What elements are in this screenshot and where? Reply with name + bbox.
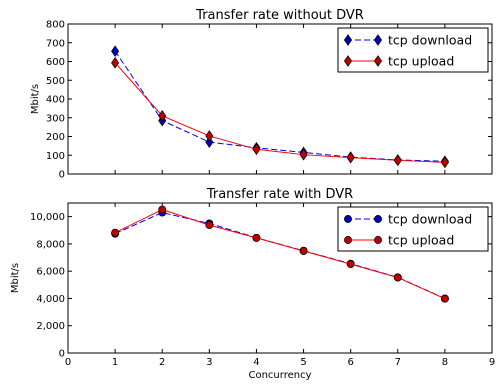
y-tick-label: 600 [46,57,65,68]
x-tick-label: 9 [489,357,495,368]
legend: tcp download tcp upload [337,206,489,252]
plot-frame [67,202,493,354]
data-point [440,156,449,169]
legend-marker [343,55,353,67]
data-point [393,273,402,282]
y-tick-label: 6,000 [36,267,65,278]
series-line [114,209,446,300]
legend-label: tcp upload [388,233,454,248]
data-point [111,228,120,237]
series-line [114,62,445,163]
x-tick-label: 5 [300,357,306,368]
y-tick-label: 0 [59,349,65,360]
x-tick-label: 4 [253,357,259,368]
legend: tcp download tcp upload [337,27,489,73]
y-tick-label: 200 [46,132,65,143]
legend-marker [373,34,383,46]
y-tick-label: 400 [46,95,65,106]
data-point [111,45,120,58]
y-tick-label: 100 [46,151,65,162]
x-tick-label: 7 [395,357,401,368]
y-axis-label: Mbit/s [30,84,41,114]
chart-2: Transfer rate with DVR 0 2,000 4,000 6,000 8,… [10,187,495,381]
series-tcp-upload [111,56,449,169]
legend-marker [374,215,382,223]
y-tick-label: 2,000 [36,321,65,332]
data-point [393,154,402,167]
chart-1: Transfer rate without DVR 0 100 200 300 400 50… [30,8,493,181]
data-point [440,294,449,303]
legend-box [337,27,489,73]
data-point [158,205,167,214]
y-tick-label: 0 [59,170,65,181]
data-point [111,56,120,69]
series-tcp-upload [111,205,449,303]
chart-title: Transfer rate with DVR [206,187,353,202]
data-point [299,247,308,255]
legend-marker [344,236,352,244]
data-point [252,143,261,156]
legend-label: tcp upload [388,54,454,69]
legend-label: tcp download [388,33,472,48]
data-point [205,130,214,142]
data-point [346,260,355,269]
data-point [299,148,308,161]
legend-marker [374,236,382,244]
y-tick-label: 800 [46,20,65,31]
x-tick-label: 6 [347,357,353,368]
data-point [252,233,261,242]
legend-label: tcp download [388,212,472,227]
data-point [205,136,214,148]
legend-marker [373,55,383,67]
x-tick-label: 2 [159,357,165,368]
y-axis-label: Mbit/s [10,263,21,293]
data-point [346,151,355,164]
y-tick-label: 8,000 [36,239,65,250]
x-tick-label: 8 [442,357,448,368]
y-tick-label: 500 [46,76,65,87]
legend-marker [344,215,352,223]
data-point [158,110,167,122]
y-tick-label: 700 [46,38,65,49]
chart-title: Transfer rate without DVR [195,8,364,23]
x-tick-label: 0 [65,357,71,368]
y-tick-label: 300 [46,113,65,124]
y-tick-label: 10,000 [30,212,65,223]
x-tick-label: 3 [206,357,212,368]
legend-box [337,206,489,252]
legend-marker [343,34,353,46]
y-tick-label: 4,000 [36,294,65,305]
x-tick-label: 1 [112,357,118,368]
data-point [205,221,214,230]
x-axis-label: Concurrency [248,370,311,381]
